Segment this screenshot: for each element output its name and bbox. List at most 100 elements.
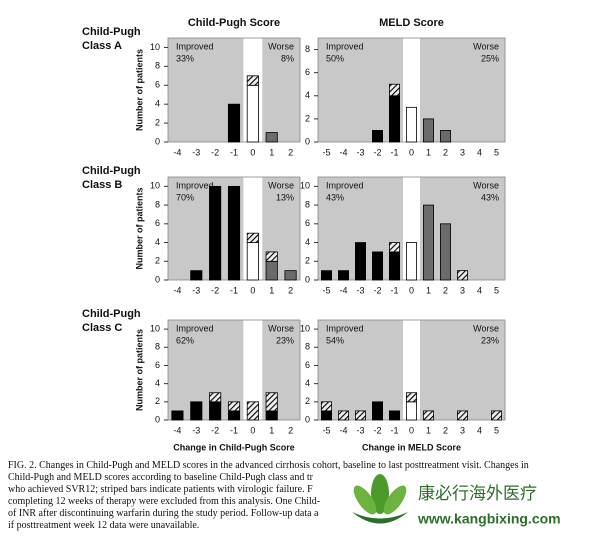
x-tick-label: 2: [288, 147, 293, 157]
annotation: Worse: [268, 41, 294, 51]
x-tick-label: 2: [443, 285, 448, 295]
bar: [227, 185, 241, 281]
bar: [388, 95, 400, 143]
bar: [265, 132, 278, 143]
x-tick-label: -2: [211, 285, 219, 295]
region: [335, 38, 353, 142]
x-tick-label: -3: [356, 425, 364, 435]
y-tick-label: 6: [155, 80, 160, 90]
annotation: 23%: [276, 335, 294, 345]
row-label: Child-Pugh: [82, 165, 141, 177]
x-tick-label: -1: [390, 425, 398, 435]
y-tick-label: 4: [155, 237, 160, 247]
x-tick-label: -1: [230, 147, 238, 157]
x-tick-label: 0: [409, 147, 414, 157]
x-tick-label: -1: [390, 285, 398, 295]
x-tick-label: 2: [288, 285, 293, 295]
bar: [405, 401, 417, 421]
annotation: 8%: [281, 53, 294, 63]
bar: [284, 270, 297, 281]
x-tick-label: 1: [269, 147, 274, 157]
caption: FIG. 2. Changes in Child-Pugh and MELD s…: [8, 460, 529, 531]
caption-line: if posttreatment week 12 data were unava…: [8, 520, 199, 531]
annotation: 43%: [326, 192, 344, 202]
bar: [190, 401, 203, 421]
x-tick-label: -3: [192, 147, 200, 157]
annotation: Improved: [176, 323, 214, 333]
annotation: Worse: [473, 41, 499, 51]
y-tick-label: 4: [305, 237, 310, 247]
x-tick-label: -5: [322, 147, 330, 157]
x-tick-label: -4: [173, 425, 181, 435]
region: [318, 320, 336, 420]
annotation: 70%: [176, 192, 194, 202]
bar-striped: [265, 392, 278, 412]
y-tick-label: 4: [155, 99, 160, 109]
region: [243, 320, 263, 420]
charts: Child-Pugh Class A Child-Pugh Class B Child-…: [82, 17, 506, 452]
bar-striped: [337, 410, 349, 421]
annotation: 54%: [326, 335, 344, 345]
x-tick-label: 1: [426, 425, 431, 435]
watermark-name: 康必行海外医疗: [418, 484, 537, 504]
bar: [246, 84, 259, 143]
x-tick-label: 2: [443, 147, 448, 157]
annotation: 62%: [176, 335, 194, 345]
region: [281, 38, 301, 142]
y-tick-label: 6: [305, 218, 310, 228]
bar-striped: [246, 401, 259, 421]
x-tick-label: -2: [211, 425, 219, 435]
x-tick-label: -2: [373, 285, 381, 295]
y-tick-label: 2: [305, 396, 310, 406]
region: [454, 177, 472, 280]
x-tick-label: 0: [250, 285, 255, 295]
x-tick-label: 5: [494, 285, 499, 295]
x-tick-label: 4: [477, 285, 482, 295]
annotation: 33%: [176, 53, 194, 63]
watermark-logo: [352, 474, 408, 524]
bar-striped: [405, 392, 417, 403]
row-label: Class A: [82, 40, 122, 52]
bar: [227, 103, 241, 143]
x-tick-label: 1: [269, 425, 274, 435]
x-tick-label: 0: [409, 425, 414, 435]
x-tick-label: -5: [322, 425, 330, 435]
y-axis-label: Number of patients: [134, 49, 144, 131]
region: [168, 177, 188, 280]
region: [281, 177, 301, 280]
bar: [320, 410, 332, 421]
x-tick-label: -4: [339, 425, 347, 435]
x-tick-label: -4: [339, 285, 347, 295]
y-tick-label: 0: [305, 274, 310, 284]
x-tick-label: -2: [373, 147, 381, 157]
bar: [388, 410, 400, 421]
bar: [371, 251, 383, 281]
panel: Number of patients 0 2 4 6 8 10 -4 -3 -2 -1 0 1 2 Impr…: [134, 176, 301, 295]
x-tick-label: -4: [173, 285, 181, 295]
x-tick-label: 4: [477, 425, 482, 435]
panel: 0 2 4 6 8 10 -5 -4 -3 -2 -1 0 1 2 3 4 5 Improved 43% Worse 4…: [300, 176, 506, 295]
x-tick-label: 0: [250, 425, 255, 435]
bar-striped: [388, 83, 400, 97]
bar: [190, 270, 203, 281]
panel: Change in MELD Score 0 2 4 6 8 10 -5 -4 -3 -2 -1 0 1 2…: [300, 319, 506, 452]
bar: [439, 130, 451, 143]
y-tick-label: 0: [155, 136, 160, 146]
annotation: 50%: [326, 53, 344, 63]
x-tick-label: 1: [426, 147, 431, 157]
y-axis-label: Number of patients: [134, 329, 144, 411]
y-tick-label: 6: [155, 218, 160, 228]
annotation: Improved: [326, 323, 364, 333]
annotation: 13%: [276, 192, 294, 202]
y-tick-label: 8: [155, 342, 160, 352]
bar: [388, 251, 400, 281]
y-tick-label: 6: [305, 67, 310, 77]
bar: [246, 242, 259, 281]
watermark: 康必行海外医疗 www.kangbixing.com: [345, 472, 600, 536]
bar-striped: [209, 392, 222, 403]
x-tick-label: -3: [192, 285, 200, 295]
bar-striped: [490, 410, 502, 421]
row-label: Child-Pugh: [82, 308, 141, 320]
y-tick-label: 0: [155, 414, 160, 424]
